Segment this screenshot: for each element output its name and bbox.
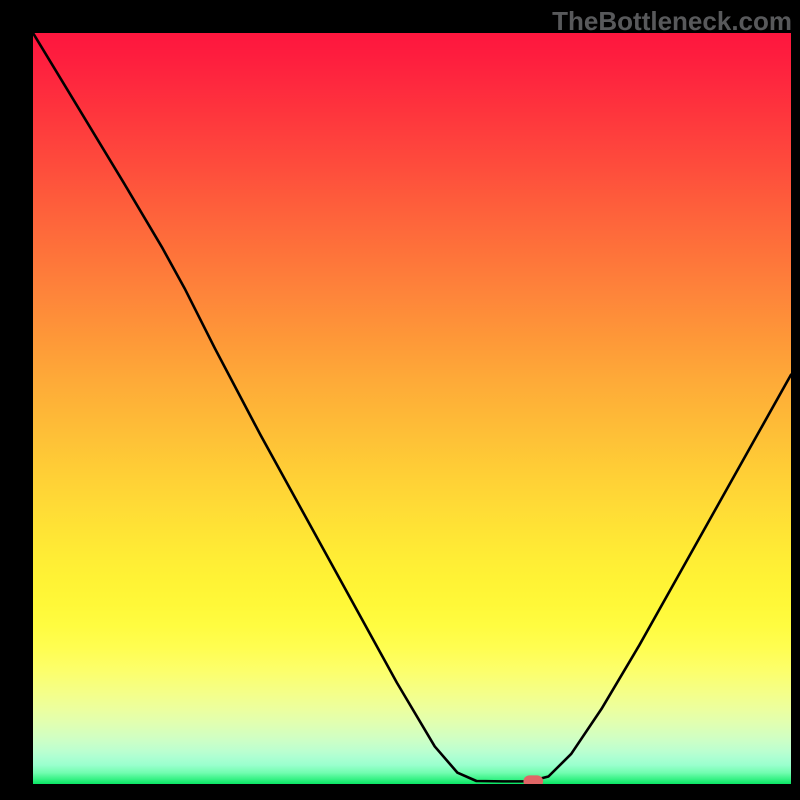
plot-area	[33, 33, 791, 784]
gradient-background	[33, 33, 791, 784]
watermark-text: TheBottleneck.com	[552, 6, 792, 37]
chart-frame: TheBottleneck.com	[0, 0, 800, 800]
gradient-plot-svg	[33, 33, 791, 784]
minimum-marker	[523, 775, 543, 784]
